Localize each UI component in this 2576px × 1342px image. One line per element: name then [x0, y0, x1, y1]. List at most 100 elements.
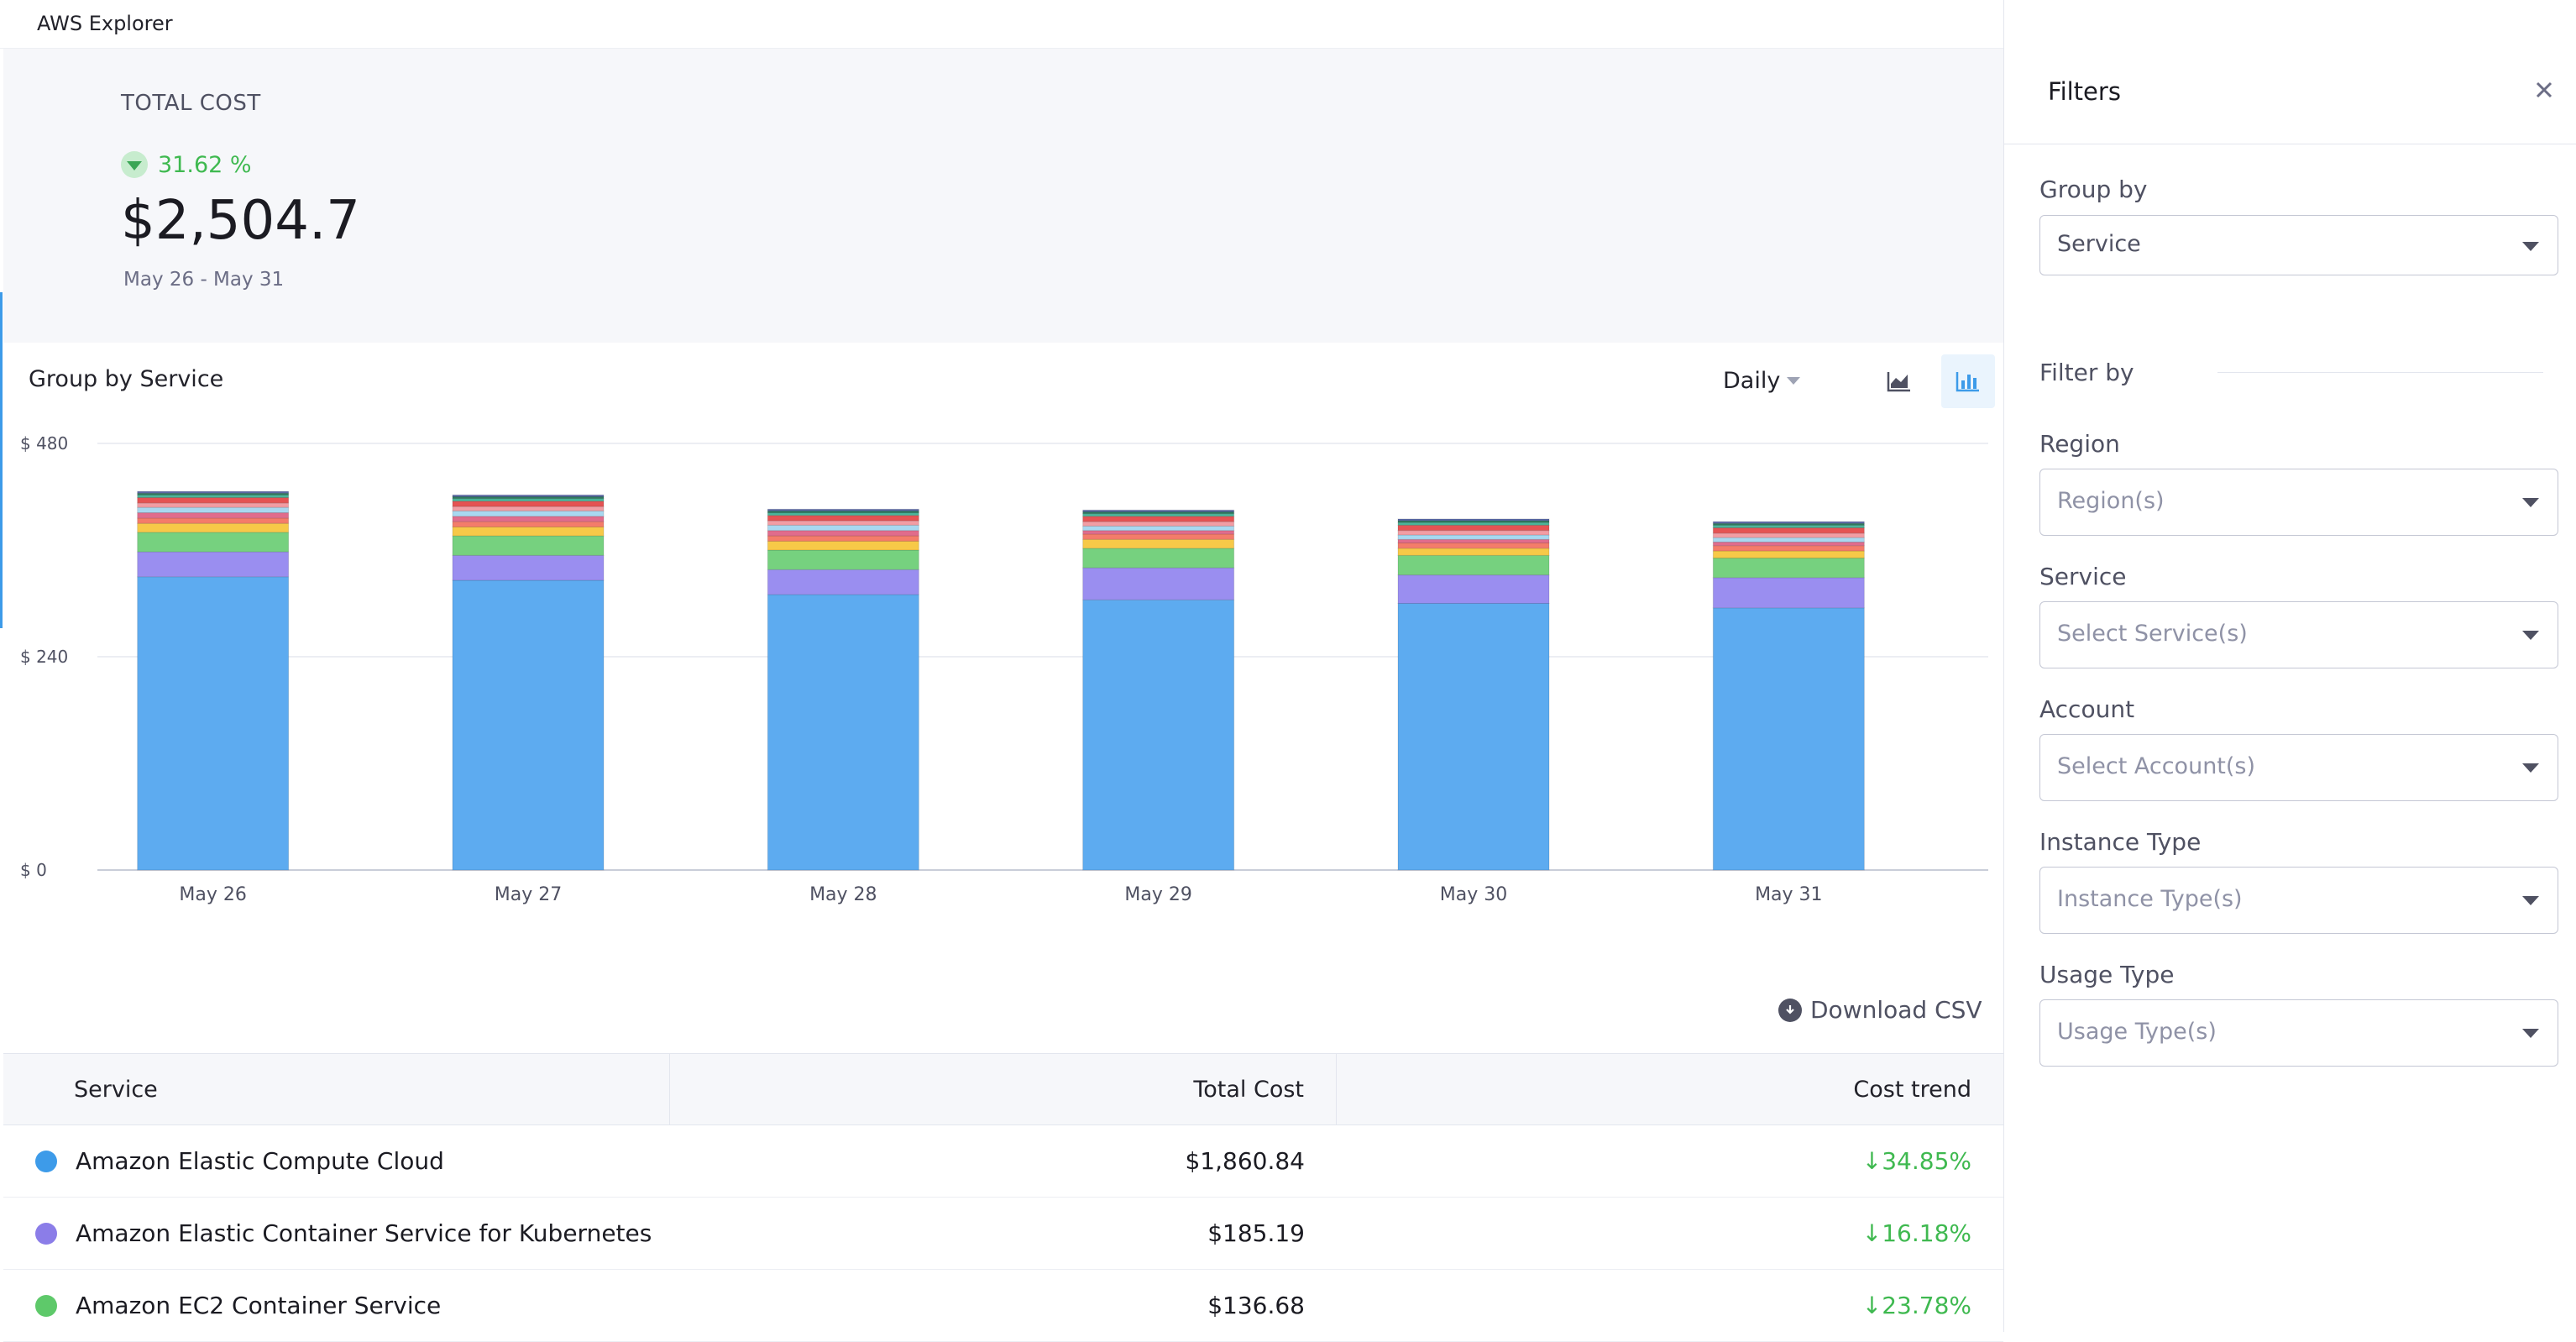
service-cell: Amazon Elastic Compute Cloud — [3, 1147, 670, 1175]
group-by-select[interactable]: Service — [2039, 215, 2558, 275]
bar-segment — [767, 524, 919, 532]
bar-segment — [137, 522, 290, 533]
y-tick-label: $ 240 — [20, 647, 68, 667]
service-color-dot — [35, 1294, 57, 1317]
filter-by-label: Filter by — [2039, 359, 2134, 386]
bar-segment — [767, 535, 919, 542]
bar-segment — [1082, 567, 1235, 600]
table-body: Amazon Elastic Compute Cloud $1,860.84 ↓34… — [3, 1125, 2003, 1342]
period-dropdown[interactable]: Daily — [1723, 368, 1801, 394]
bar-segment — [1712, 537, 1865, 543]
bar-segment — [1712, 550, 1865, 559]
download-icon — [1778, 998, 1802, 1022]
chevron-down-icon — [2522, 242, 2539, 251]
bar-segment — [1082, 548, 1235, 569]
column-header-cost-trend[interactable]: Cost trend — [1853, 1076, 1971, 1103]
service-color-dot — [35, 1150, 57, 1172]
x-tick-label: May 31 — [1755, 884, 1822, 905]
bar-segment — [452, 526, 605, 537]
bar-segment — [452, 516, 605, 522]
bar-chart-toggle[interactable] — [1941, 354, 1995, 408]
filters-header: Filters — [2004, 0, 2576, 144]
app-title: AWS Explorer — [37, 12, 173, 35]
usage-type-filter-select[interactable]: Usage Type(s) — [2039, 999, 2558, 1067]
bar-segment — [1082, 538, 1235, 549]
close-icon[interactable] — [2531, 77, 2557, 102]
account-filter-select[interactable]: Select Account(s) — [2039, 734, 2558, 801]
service-filter-label: Service — [2039, 563, 2127, 590]
total-cost-cell: $1,860.84 — [1185, 1147, 1305, 1175]
bar-segment — [1397, 534, 1550, 540]
instance-type-filter-placeholder: Instance Type(s) — [2057, 886, 2243, 912]
chevron-down-icon — [1787, 377, 1801, 385]
bar-segment — [1397, 543, 1550, 549]
download-csv-label: Download CSV — [1810, 996, 1982, 1024]
bar-segment — [1397, 530, 1550, 536]
y-tick-label: $ 0 — [20, 860, 47, 880]
service-filter-select[interactable]: Select Service(s) — [2039, 601, 2558, 668]
service-cell: Amazon EC2 Container Service — [3, 1292, 670, 1319]
column-header-total-cost[interactable]: Total Cost — [670, 1054, 1337, 1124]
bar-segment — [767, 520, 919, 526]
bar-segment — [137, 576, 290, 871]
column-header-service[interactable]: Service — [3, 1054, 670, 1124]
bar-segment — [1712, 607, 1865, 871]
filters-panel: Filters Group by Service Filter by Regio… — [2003, 0, 2576, 1332]
bar-segment — [452, 510, 605, 517]
table-row[interactable]: Amazon Elastic Container Service for Kub… — [3, 1198, 2003, 1270]
left-accent-bar — [0, 292, 3, 628]
region-filter-select[interactable]: Region(s) — [2039, 469, 2558, 536]
cost-change-percent: 31.62 % — [158, 151, 252, 178]
service-name: Amazon EC2 Container Service — [76, 1292, 442, 1319]
bar-segment — [452, 554, 605, 581]
bar-segment — [452, 579, 605, 871]
bar-segment — [767, 594, 919, 871]
bar-segment — [1082, 533, 1235, 540]
region-filter-label: Region — [2039, 430, 2120, 458]
bar-segment — [452, 521, 605, 527]
date-range: May 26 - May 31 — [123, 269, 285, 291]
bar-segment — [1712, 541, 1865, 547]
table-row[interactable]: Amazon Elastic Compute Cloud $1,860.84 ↓34… — [3, 1125, 2003, 1198]
bar-segment — [1082, 516, 1235, 522]
bar-segment — [1712, 532, 1865, 538]
total-cost-cell: $185.19 — [1207, 1219, 1305, 1247]
bar-segment — [137, 497, 290, 504]
y-tick-label: $ 480 — [20, 433, 68, 453]
bar-segment — [452, 535, 605, 556]
bar-segment — [137, 532, 290, 553]
x-tick-label: May 26 — [179, 884, 246, 905]
table-row[interactable]: Amazon EC2 Container Service $136.68 ↓23.7… — [3, 1270, 2003, 1342]
service-color-dot — [35, 1222, 57, 1245]
filters-title: Filters — [2048, 77, 2121, 106]
bar-segment — [1397, 548, 1550, 556]
bar-segment — [1082, 521, 1235, 527]
instance-type-filter-label: Instance Type — [2039, 828, 2202, 856]
cost-change: 31.62 % — [121, 151, 252, 178]
bar-segment — [1397, 524, 1550, 532]
bar-segment — [1397, 574, 1550, 604]
bar-segment — [1712, 521, 1865, 524]
bar-segment — [767, 540, 919, 551]
bar-segment — [1712, 577, 1865, 609]
bar-segment — [137, 502, 290, 508]
service-filter-placeholder: Select Service(s) — [2057, 621, 2248, 647]
bar-segment — [767, 515, 919, 522]
group-by-label: Group by — [2039, 176, 2148, 203]
bar-segment — [1082, 509, 1235, 512]
x-tick-label: May 30 — [1440, 884, 1507, 905]
chevron-down-icon — [2522, 498, 2539, 507]
service-cell: Amazon Elastic Container Service for Kub… — [3, 1219, 670, 1247]
instance-type-filter-select[interactable]: Instance Type(s) — [2039, 867, 2558, 934]
cost-summary: TOTAL COST 31.62 % $2,504.7 May 26 - May… — [3, 49, 2003, 343]
bar-segment — [137, 512, 290, 519]
bar-segment — [1397, 554, 1550, 576]
download-csv-button[interactable]: Download CSV — [1778, 996, 1982, 1024]
bar-segment — [137, 551, 290, 578]
stacked-bar-chart: $ 0 $ 240 $ 480 May 26 May 27 May 28 May 29 May… — [20, 433, 1988, 905]
bar-segment — [1082, 599, 1235, 871]
bar-segment — [767, 530, 919, 537]
chevron-down-icon — [2522, 896, 2539, 905]
area-chart-toggle[interactable] — [1872, 354, 1926, 408]
bar-segment — [1082, 530, 1235, 535]
